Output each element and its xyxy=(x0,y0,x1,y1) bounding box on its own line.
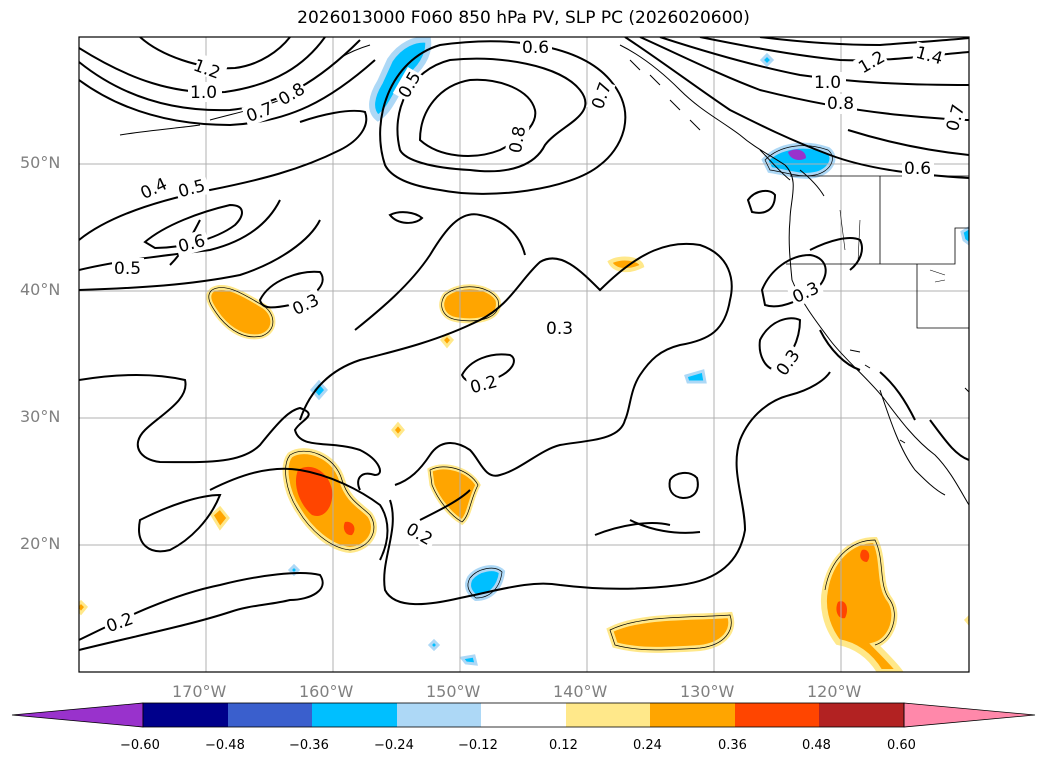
colorbar-tick-label: −0.48 xyxy=(205,738,245,753)
map-frame xyxy=(78,36,970,673)
colorbar-tick-label: 0.24 xyxy=(633,738,662,753)
contour-label: 0.8 xyxy=(827,94,854,114)
colorbar-segment xyxy=(481,703,566,727)
map-title: 2026013000 F060 850 hPa PV, SLP PC (2026… xyxy=(297,8,750,28)
colorbar-segment xyxy=(397,703,481,727)
lon-label: 150°W xyxy=(426,682,481,701)
colorbar-tick-label: 0.12 xyxy=(549,738,578,753)
colorbar-segment xyxy=(143,703,228,727)
colorbar-extend-high xyxy=(903,702,1036,728)
lat-label: 20°N xyxy=(20,534,61,553)
colorbar-tick-label: −0.24 xyxy=(374,738,414,753)
lon-label: 120°W xyxy=(807,682,862,701)
contour-label: 1.0 xyxy=(190,83,217,103)
colorbar-tick-label: 0.36 xyxy=(718,738,747,753)
lon-label: 130°W xyxy=(680,682,735,701)
colorbar-segment xyxy=(735,703,819,727)
contour-label: 0.3 xyxy=(546,319,573,339)
colorbar-tick-label: −0.36 xyxy=(289,738,329,753)
colorbar-segment xyxy=(650,703,735,727)
colorbar-extend-low xyxy=(11,702,144,728)
contour-label: 0.6 xyxy=(904,159,931,179)
contour-label: 0.5 xyxy=(114,259,141,279)
colorbar-tick-label: −0.60 xyxy=(120,738,160,753)
lon-label: 160°W xyxy=(299,682,354,701)
colorbar-segment xyxy=(819,703,904,727)
colorbar-tick-label: −0.12 xyxy=(458,738,498,753)
coastline-layer xyxy=(119,44,969,506)
lon-label: 170°W xyxy=(172,682,227,701)
contour-label: 0.6 xyxy=(522,38,549,58)
colorbar xyxy=(11,702,1036,728)
lat-label: 50°N xyxy=(20,153,61,172)
colorbar-tick-label: 0.48 xyxy=(802,738,831,753)
contour-label: 1.0 xyxy=(814,73,841,93)
colorbar-segment xyxy=(228,703,312,727)
pv-contour-layer xyxy=(79,37,969,651)
lat-label: 40°N xyxy=(20,280,61,299)
graticule xyxy=(79,37,969,672)
lon-label: 140°W xyxy=(553,682,608,701)
colorbar-segment xyxy=(566,703,650,727)
contour-label: 0.8 xyxy=(506,125,530,155)
fill-outline-layer xyxy=(208,145,895,651)
colorbar-tick-label: 0.60 xyxy=(887,738,916,753)
contour-label-layer: 1.2 1.0 0.8 0.7 0.5 0.6 0.7 0.8 1.0 1.2 … xyxy=(101,38,969,637)
lat-label: 30°N xyxy=(20,407,61,426)
colorbar-segment xyxy=(312,703,397,727)
